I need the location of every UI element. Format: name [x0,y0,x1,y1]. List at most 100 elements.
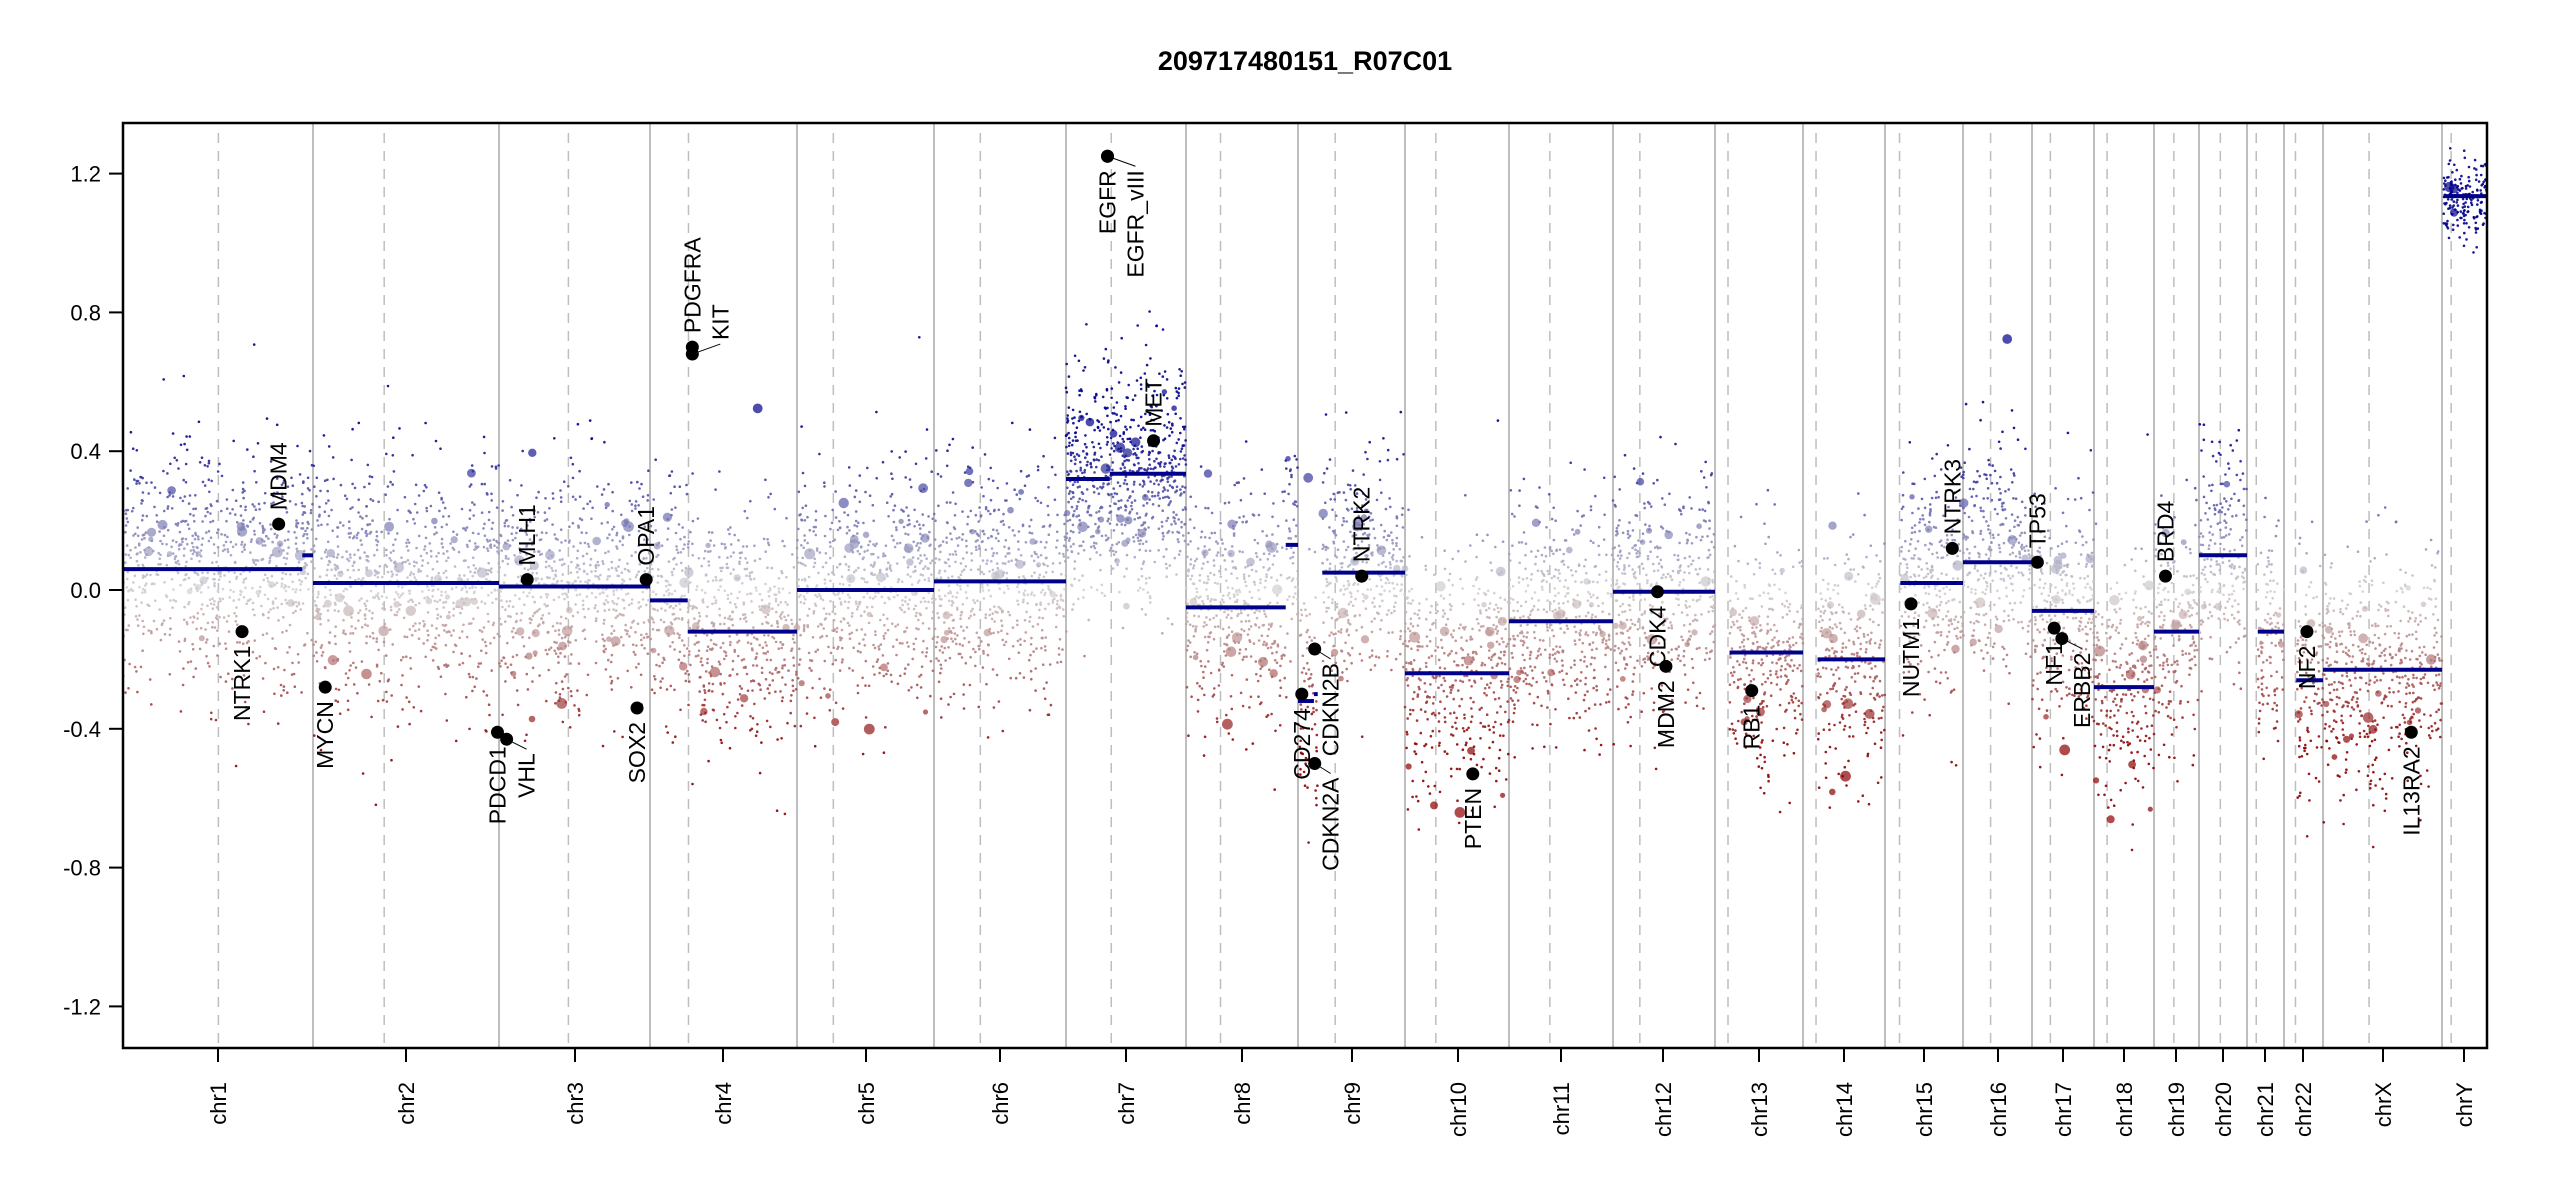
probe-point [974,545,978,549]
probe-point [696,517,700,520]
probe-point [582,507,585,510]
probe-point [482,527,485,530]
probe-point [276,606,280,609]
probe-point [437,571,441,575]
probe-point [1119,414,1123,418]
probe-point [785,516,788,520]
probe-point [483,451,486,455]
probe-point [827,573,830,576]
probe-point [956,583,959,587]
probe-point [1078,519,1081,522]
probe-point [464,586,468,589]
probe-point [833,538,836,541]
probe-point [1047,486,1050,489]
probe-point [271,602,275,605]
probe-point [834,516,838,519]
probe-point [556,538,559,541]
probe-point [581,603,585,607]
probe-point [398,427,401,430]
probe-point [653,691,656,695]
probe-point [723,657,726,661]
probe-point [294,590,297,594]
probe-point [643,570,646,573]
probe-point [804,548,816,560]
probe-point [904,476,907,479]
probe-point [1177,531,1181,534]
probe-point [276,666,280,669]
probe-point [719,672,722,676]
probe-point [145,514,149,518]
probe-point [829,599,832,603]
probe-point [986,736,990,739]
probe-point [891,622,894,625]
probe-point [1104,347,1108,351]
probe-point [1149,467,1153,471]
probe-point [977,568,980,571]
probe-point [881,654,885,657]
probe-point [805,696,809,699]
probe-point [504,608,507,611]
probe-point [834,658,837,662]
probe-point [558,693,562,696]
probe-point [1203,469,1213,478]
probe-point [1254,552,1258,555]
probe-point [396,610,399,614]
probe-point [867,684,871,688]
probe-point [691,604,695,608]
probe-point [563,562,566,566]
probe-point [380,530,383,534]
probe-point [780,699,784,703]
probe-point [925,557,928,560]
probe-point [588,500,592,503]
probe-point [1106,519,1109,523]
probe-point [224,680,228,683]
probe-point [1030,574,1034,578]
probe-point [1250,596,1254,600]
probe-point [992,528,995,531]
probe-point [450,536,458,544]
probe-point [547,556,550,560]
probe-point [1051,570,1054,574]
probe-point [1145,363,1149,367]
probe-point [646,635,649,639]
probe-point [1007,657,1011,661]
probe-point [1133,518,1136,521]
probe-point [556,698,568,709]
probe-point [970,552,973,555]
probe-point [1179,450,1183,453]
probe-point [276,491,279,494]
probe-point [1222,665,1226,668]
probe-point [940,645,943,648]
probe-point [1192,625,1195,628]
probe-point [822,607,826,610]
probe-point [229,588,232,592]
probe-point [242,581,245,584]
probe-point [1123,459,1126,463]
probe-point [896,542,899,545]
probe-point [631,643,635,646]
probe-point [951,595,955,598]
probe-point [467,565,470,569]
probe-point [269,523,272,526]
probe-point [1114,550,1118,554]
probe-point [1028,615,1032,619]
probe-point [1177,540,1180,544]
probe-point [1124,405,1127,408]
probe-point [315,609,318,613]
probe-point [937,616,940,619]
probe-point [1074,431,1077,434]
probe-point [754,734,758,737]
probe-point [425,509,429,513]
probe-point [198,560,201,563]
probe-point [1230,707,1234,711]
probe-point [771,672,774,676]
probe-point [1118,590,1121,594]
probe-point [977,636,981,639]
probe-point [280,602,284,606]
probe-point [166,554,170,558]
probe-point [923,554,926,557]
probe-point [417,685,421,688]
probe-point [990,617,994,621]
probe-point [163,525,166,529]
probe-point [779,690,782,693]
